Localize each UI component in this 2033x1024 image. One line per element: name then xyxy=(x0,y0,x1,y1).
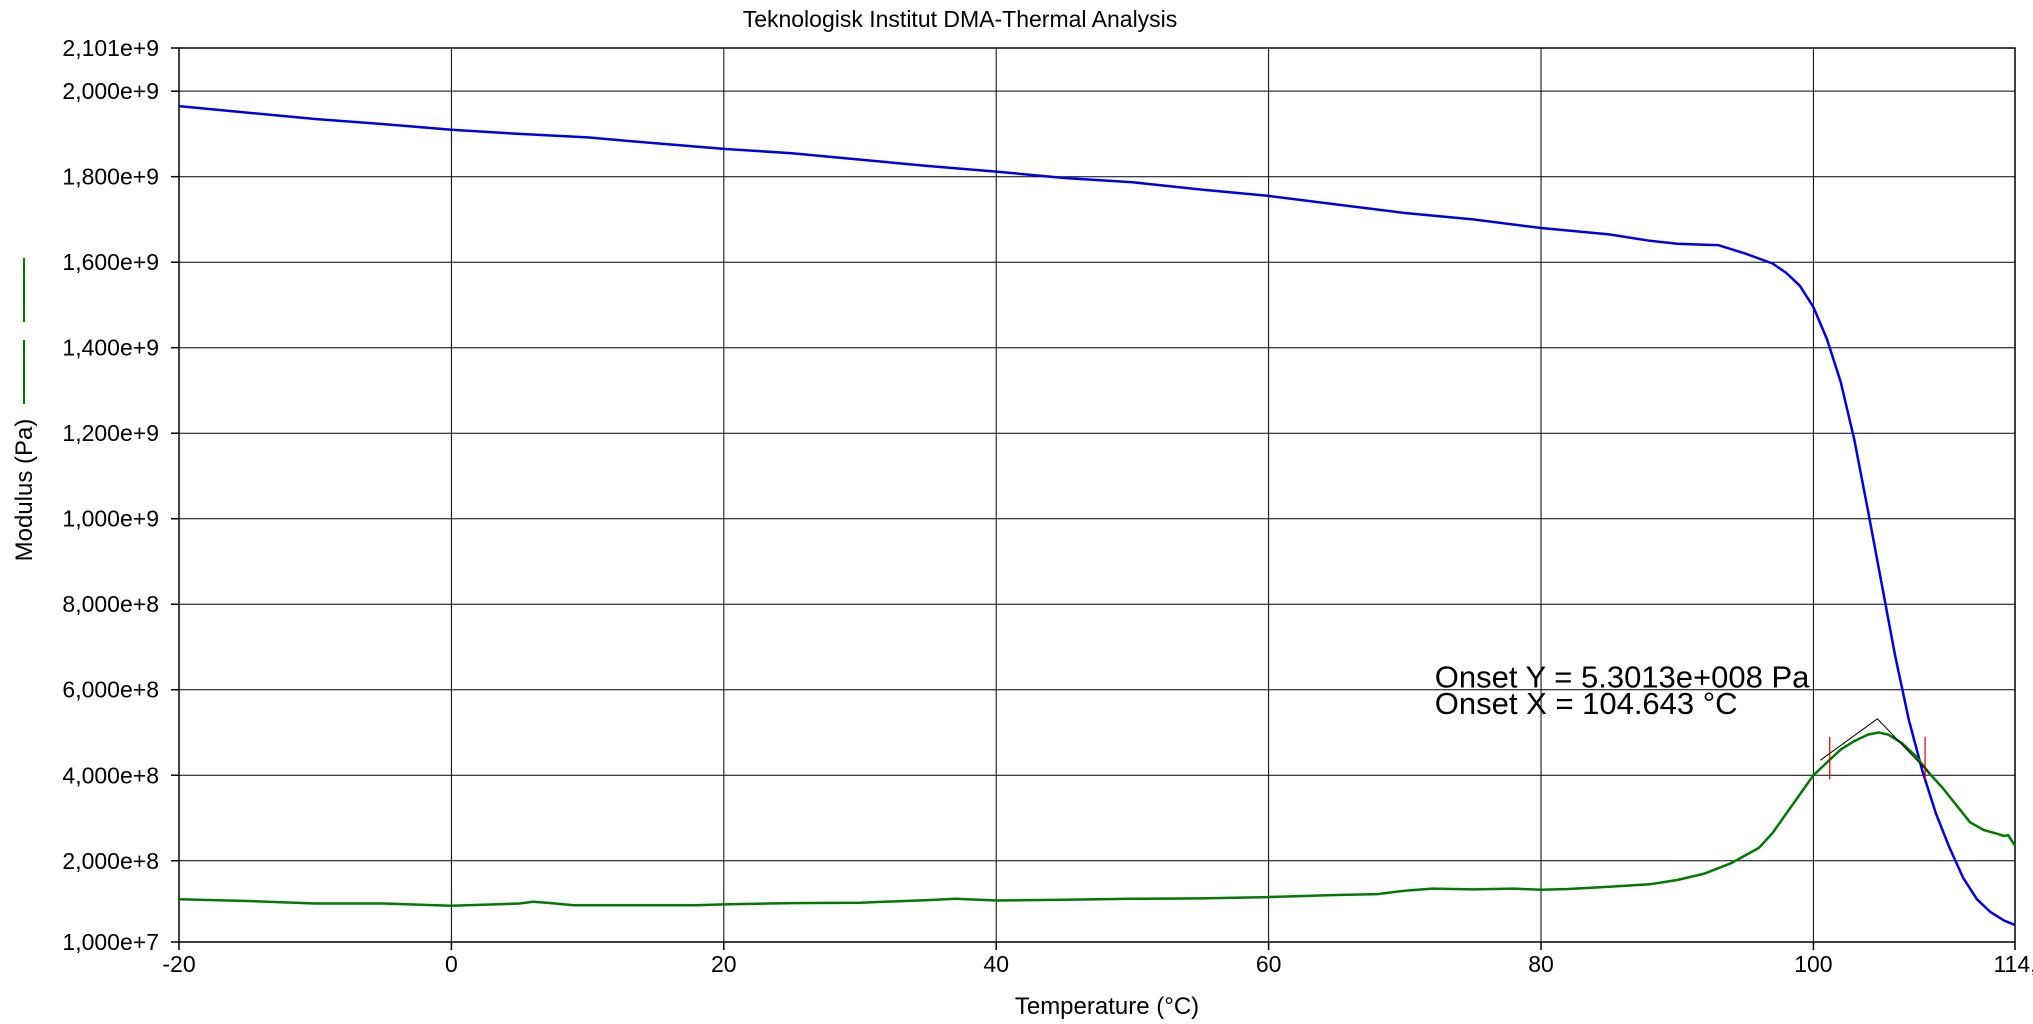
y-tick-label: 1,200e+9 xyxy=(62,420,159,446)
x-axis-label: Temperature (°C) xyxy=(1015,993,1199,1020)
y-tick-label: 2,000e+8 xyxy=(62,848,159,874)
y-tick-label: 1,800e+9 xyxy=(62,164,159,190)
x-axis-ticks: -20 0 20 40 60 80 100 114, xyxy=(162,942,2033,977)
y-tick-label: 2,000e+9 xyxy=(62,78,159,104)
y-tick-label: 1,600e+9 xyxy=(62,249,159,275)
onset-tangent-lines xyxy=(1819,718,1930,774)
onset-annotation: Onset Y = 5.3013e+008 Pa xyxy=(1435,660,1810,695)
x-tick-label: 114, xyxy=(1993,951,2033,977)
plot-frame xyxy=(178,47,2016,943)
y-tick-label: 1,400e+9 xyxy=(62,335,159,361)
y-tick-label: 1,000e+7 xyxy=(62,929,159,955)
y-tick-label: 6,000e+8 xyxy=(62,677,159,703)
series-layer xyxy=(178,104,2017,927)
onset-annotation: Onset X = 104.643 °C xyxy=(1435,686,1738,721)
chart-title: Teknologisk Institut DMA-Thermal Analysi… xyxy=(743,6,1178,32)
x-tick-label: 40 xyxy=(983,951,1009,977)
y-tick-label: 4,000e+8 xyxy=(62,762,159,788)
x-tick-label: 80 xyxy=(1528,951,1554,977)
y-axis-label: Modulus (Pa) xyxy=(11,419,38,562)
series-line-1 xyxy=(178,104,2016,927)
y-tick-label: 1,000e+9 xyxy=(62,506,159,532)
series-line-2 xyxy=(178,731,2017,907)
x-tick-label: 0 xyxy=(445,951,458,977)
x-tick-label: 20 xyxy=(711,951,737,977)
grid-lines xyxy=(178,47,2016,943)
x-tick-label: 60 xyxy=(1256,951,1282,977)
y-tick-label: 8,000e+8 xyxy=(62,591,159,617)
y-axis-ticks: 1,000e+7 2,000e+8 4,000e+8 6,000e+8 8,000e+8… xyxy=(62,35,179,955)
x-tick-label: -20 xyxy=(162,951,195,977)
x-tick-label: 100 xyxy=(1794,951,1832,977)
y-tick-label: 2,101e+9 xyxy=(62,35,159,61)
